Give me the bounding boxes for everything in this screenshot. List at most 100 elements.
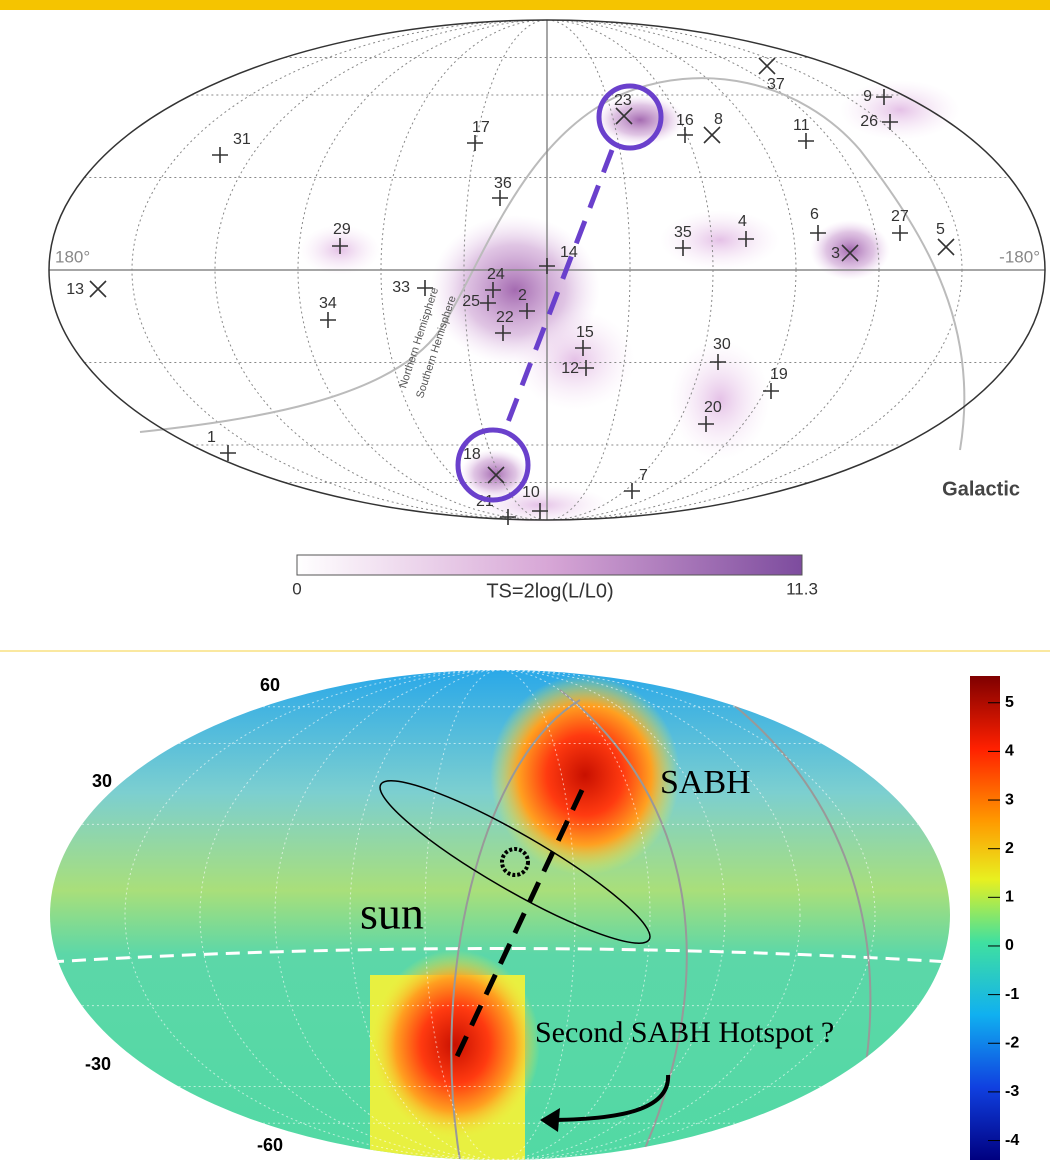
lat-label: -60 bbox=[257, 1135, 283, 1155]
colorbar bbox=[970, 676, 1000, 1160]
annotation: Second SABH Hotspot ? bbox=[535, 1016, 834, 1049]
event-marker bbox=[615, 107, 633, 125]
event-marker bbox=[876, 89, 892, 105]
event-marker bbox=[738, 231, 754, 247]
event-marker bbox=[624, 483, 640, 499]
colorbar-tick-label: -2 bbox=[1005, 1034, 1019, 1051]
event-label: 5 bbox=[936, 221, 945, 238]
meridian bbox=[349, 670, 651, 1160]
event-marker bbox=[578, 360, 594, 376]
event-label: 7 bbox=[639, 467, 648, 484]
blob bbox=[810, 220, 890, 280]
event-marker bbox=[539, 258, 555, 274]
event-label: 3 bbox=[831, 245, 840, 262]
event-marker bbox=[710, 354, 726, 370]
event-label: 10 bbox=[522, 484, 540, 501]
event-marker bbox=[675, 240, 691, 256]
blob bbox=[840, 80, 960, 140]
event-marker bbox=[487, 466, 505, 484]
sun-marker bbox=[500, 847, 530, 877]
event-marker bbox=[519, 303, 535, 319]
event-marker bbox=[492, 190, 508, 206]
frame-label: Galactic bbox=[942, 478, 1020, 500]
event-marker bbox=[698, 416, 714, 432]
annotation: SABH bbox=[660, 764, 751, 801]
event-marker bbox=[841, 244, 859, 262]
event-label: 4 bbox=[738, 213, 747, 230]
highlight-circle bbox=[596, 83, 664, 151]
event-label: 29 bbox=[333, 221, 351, 238]
blob bbox=[515, 310, 635, 410]
colorbar-tick-label: 1 bbox=[1005, 889, 1014, 906]
meridian bbox=[274, 670, 726, 1160]
colorbar-tick-label: 3 bbox=[1005, 791, 1014, 808]
event-marker bbox=[220, 445, 236, 461]
colorbar-tick-label: 2 bbox=[1005, 840, 1014, 857]
event-marker bbox=[937, 238, 955, 256]
colorbar-tick-label: -3 bbox=[1005, 1083, 1019, 1100]
blob bbox=[660, 210, 780, 270]
event-marker bbox=[677, 127, 693, 143]
event-label: 11 bbox=[793, 117, 810, 134]
blob bbox=[595, 95, 685, 145]
event-label: 8 bbox=[714, 111, 723, 128]
meridian bbox=[124, 670, 876, 1160]
colorbar-max: 11.3 bbox=[786, 579, 818, 598]
event-label: 31 bbox=[233, 131, 251, 148]
hotspot bbox=[490, 675, 680, 875]
event-label: 14 bbox=[560, 244, 578, 261]
event-marker bbox=[417, 280, 433, 296]
hotspot bbox=[370, 950, 540, 1140]
event-marker bbox=[798, 133, 814, 149]
event-label: 30 bbox=[713, 336, 731, 353]
event-marker bbox=[320, 312, 336, 328]
event-label: 27 bbox=[891, 208, 909, 225]
highlight-circle bbox=[455, 427, 531, 503]
event-label: 20 bbox=[704, 399, 722, 416]
event-label: 23 bbox=[614, 92, 632, 109]
colorbar-tick-label: 0 bbox=[1005, 937, 1014, 954]
event-marker bbox=[485, 282, 501, 298]
event-marker bbox=[763, 383, 779, 399]
event-label: 16 bbox=[676, 112, 694, 129]
lat-label: 60 bbox=[260, 675, 280, 695]
event-label: 15 bbox=[576, 324, 594, 341]
connecting-line bbox=[502, 149, 615, 431]
equator-line bbox=[50, 947, 950, 964]
lat-label: 30 bbox=[92, 771, 112, 791]
event-marker bbox=[703, 126, 721, 144]
event-marker bbox=[882, 114, 898, 130]
event-marker bbox=[89, 280, 107, 298]
event-label: 35 bbox=[674, 224, 692, 241]
lat-label: -30 bbox=[85, 1054, 111, 1074]
event-label: 1 bbox=[207, 429, 216, 446]
event-marker bbox=[500, 509, 516, 525]
hemisphere-boundary bbox=[139, 77, 966, 451]
event-marker bbox=[810, 225, 826, 241]
connecting-line bbox=[450, 788, 585, 1067]
colorbar-label: TS=2log(L/L0) bbox=[486, 580, 613, 602]
event-label: 25 bbox=[462, 293, 480, 310]
event-label: 22 bbox=[496, 309, 514, 326]
event-label: 13 bbox=[66, 281, 84, 298]
event-label: 24 bbox=[487, 266, 505, 283]
event-label: 6 bbox=[810, 206, 819, 223]
event-label: 17 bbox=[472, 119, 490, 136]
event-marker bbox=[480, 295, 496, 311]
event-label: 34 bbox=[319, 295, 337, 312]
map-outline bbox=[48, 19, 1046, 521]
arrow bbox=[544, 1074, 671, 1122]
lon-label: -180° bbox=[999, 247, 1040, 266]
event-label: 26 bbox=[860, 113, 878, 130]
event-marker bbox=[575, 340, 591, 356]
event-label: 12 bbox=[561, 360, 579, 377]
lon-label: 180° bbox=[55, 247, 90, 266]
event-label: 19 bbox=[770, 366, 788, 383]
colorbar-tick-label: -1 bbox=[1005, 986, 1019, 1003]
sky-map: SABH sun Second SABH Hotspot ? 60 30 -30… bbox=[50, 670, 1019, 1160]
colorbar-tick-label: -4 bbox=[1005, 1132, 1019, 1149]
ts-colorbar bbox=[296, 554, 803, 576]
annotation: sun bbox=[360, 888, 424, 939]
